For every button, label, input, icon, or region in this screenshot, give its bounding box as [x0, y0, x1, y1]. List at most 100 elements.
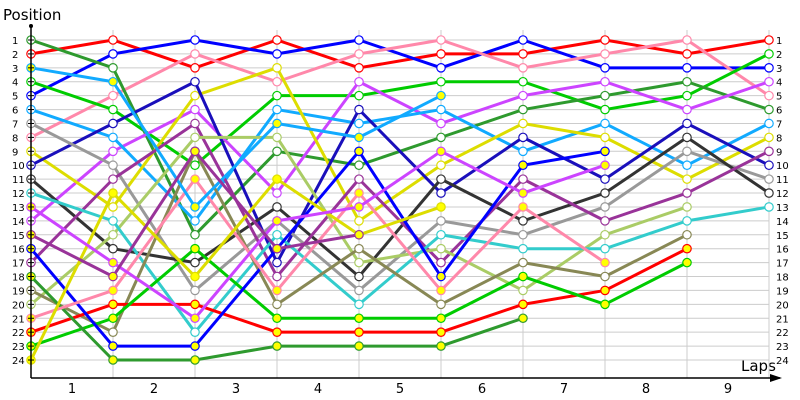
data-point-marker — [354, 118, 364, 129]
data-point-marker — [600, 188, 610, 198]
data-point-marker — [190, 132, 200, 143]
data-point-marker — [682, 160, 692, 171]
y-tick-label: 1 — [776, 36, 782, 47]
data-point-marker — [436, 104, 446, 115]
data-point-marker — [518, 90, 528, 101]
data-point-marker — [354, 229, 364, 240]
data-point-marker — [190, 229, 200, 240]
data-point-marker — [518, 188, 528, 198]
series-navy — [26, 76, 774, 268]
data-point-marker — [190, 341, 200, 351]
y-tick-label: 12 — [776, 189, 789, 200]
data-point-marker — [764, 35, 774, 45]
y-tick-label: 1 — [12, 36, 18, 47]
x-tick-label: 3 — [232, 382, 240, 397]
series-cyan — [26, 188, 774, 337]
data-point-marker — [518, 313, 528, 324]
data-point-marker — [436, 146, 446, 157]
data-point-marker — [108, 271, 118, 282]
data-point-marker — [764, 104, 774, 115]
data-point-marker — [190, 313, 200, 324]
data-point-marker — [190, 35, 200, 45]
data-point-marker — [764, 132, 774, 143]
data-point-marker — [764, 49, 774, 59]
data-point-marker — [190, 327, 200, 337]
data-point-marker — [272, 132, 282, 143]
y-tick-label: 17 — [12, 259, 25, 270]
data-point-marker — [272, 243, 282, 254]
data-point-marker — [764, 90, 774, 101]
y-tick-label: 13 — [12, 203, 25, 214]
data-point-marker — [518, 243, 528, 254]
data-point-marker — [600, 90, 610, 101]
data-point-marker — [682, 35, 692, 45]
data-point-marker — [190, 146, 200, 157]
data-point-marker — [108, 104, 118, 115]
data-point-marker — [600, 243, 610, 254]
y-tick-label: 2 — [12, 50, 18, 61]
data-point-marker — [354, 188, 364, 198]
y-tick-label: 12 — [12, 189, 25, 200]
data-point-marker — [190, 63, 200, 73]
data-point-marker — [682, 118, 692, 129]
data-point-marker — [190, 202, 200, 212]
data-point-marker — [108, 216, 118, 226]
data-point-marker — [354, 341, 364, 351]
y-tick-label: 10 — [776, 161, 789, 172]
data-point-marker — [272, 229, 282, 240]
data-point-marker — [108, 76, 118, 87]
data-point-marker — [600, 271, 610, 282]
data-point-marker — [272, 76, 282, 87]
data-point-marker — [682, 174, 692, 184]
x-axis-labels: 1 2 3 4 5 6 7 8 9 — [68, 382, 732, 397]
data-point-marker — [600, 35, 610, 45]
data-point-marker — [518, 174, 528, 184]
data-point-marker — [272, 104, 282, 115]
y-tick-label: 18 — [12, 273, 25, 284]
y-tick-label: 22 — [12, 328, 25, 339]
data-point-marker — [436, 313, 446, 324]
y-tick-label: 4 — [12, 78, 18, 89]
data-point-marker — [600, 49, 610, 59]
data-point-marker — [190, 285, 200, 296]
data-point-marker — [272, 49, 282, 59]
data-point-marker — [190, 299, 200, 310]
data-point-marker — [518, 35, 528, 45]
data-point-marker — [518, 202, 528, 212]
data-point-marker — [190, 355, 200, 365]
data-point-marker — [764, 118, 774, 129]
y-tick-label: 17 — [776, 259, 789, 270]
data-point-marker — [682, 257, 692, 268]
data-point-marker — [436, 341, 446, 351]
y-tick-label: 2 — [776, 50, 782, 61]
series-violet — [26, 76, 774, 226]
data-point-marker — [600, 299, 610, 310]
y-tick-label: 16 — [12, 245, 25, 256]
y-tick-label: 14 — [12, 217, 25, 228]
data-point-marker — [108, 90, 118, 101]
data-point-marker — [354, 313, 364, 324]
data-point-marker — [518, 271, 528, 282]
y-tick-label: 19 — [12, 286, 25, 297]
x-tick-label: 5 — [396, 382, 404, 397]
data-point-marker — [354, 90, 364, 101]
data-point-marker — [108, 313, 118, 324]
data-point-marker — [108, 188, 118, 198]
data-point-marker — [682, 104, 692, 115]
y-tick-label: 18 — [776, 273, 789, 284]
y-tick-label: 11 — [12, 175, 25, 186]
data-point-marker — [682, 76, 692, 87]
y-tick-label: 8 — [776, 133, 782, 144]
data-point-marker — [354, 299, 364, 310]
data-point-marker — [682, 132, 692, 143]
data-point-marker — [354, 63, 364, 73]
data-point-marker — [682, 49, 692, 59]
data-point-marker — [764, 146, 774, 157]
y-tick-label: 10 — [12, 161, 25, 172]
data-point-marker — [108, 49, 118, 59]
data-point-marker — [272, 90, 282, 101]
data-point-marker — [518, 104, 528, 115]
data-point-marker — [108, 160, 118, 171]
data-point-marker — [354, 146, 364, 157]
y-tick-label: 19 — [776, 286, 789, 297]
